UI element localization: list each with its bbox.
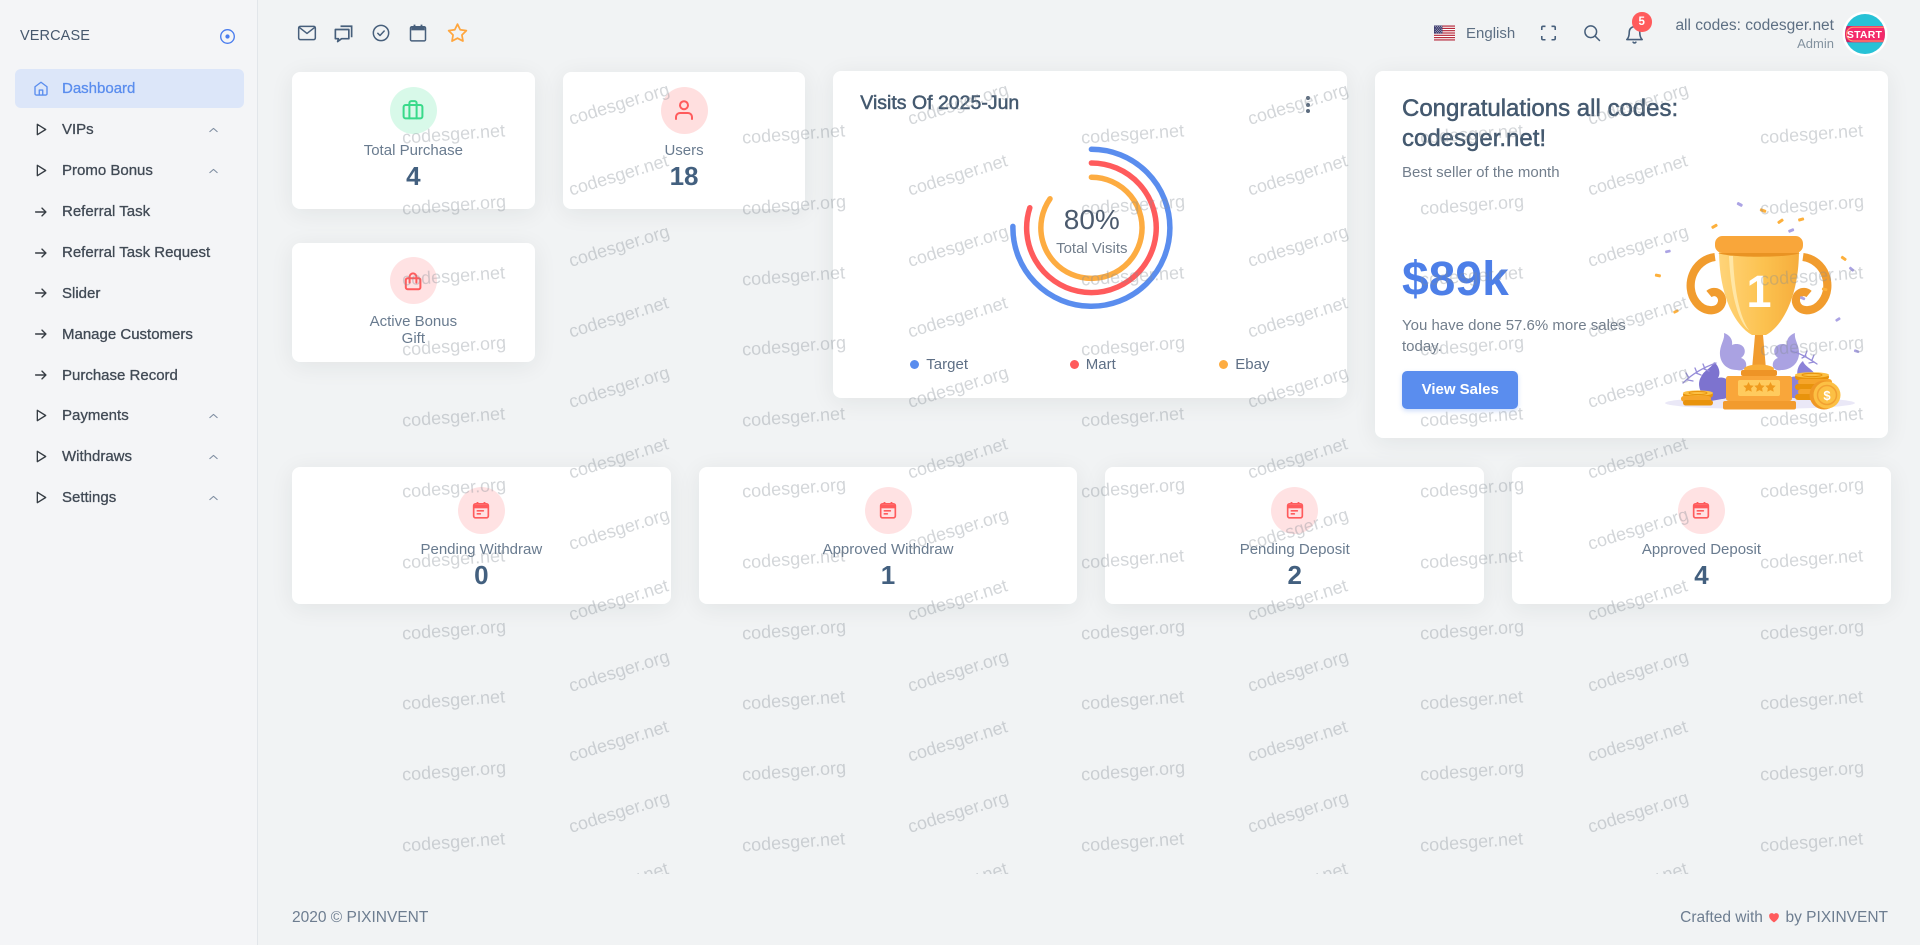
svg-text:START: START (1846, 28, 1882, 40)
svg-text:1: 1 (1746, 266, 1771, 317)
svg-text:$: $ (1823, 388, 1831, 403)
